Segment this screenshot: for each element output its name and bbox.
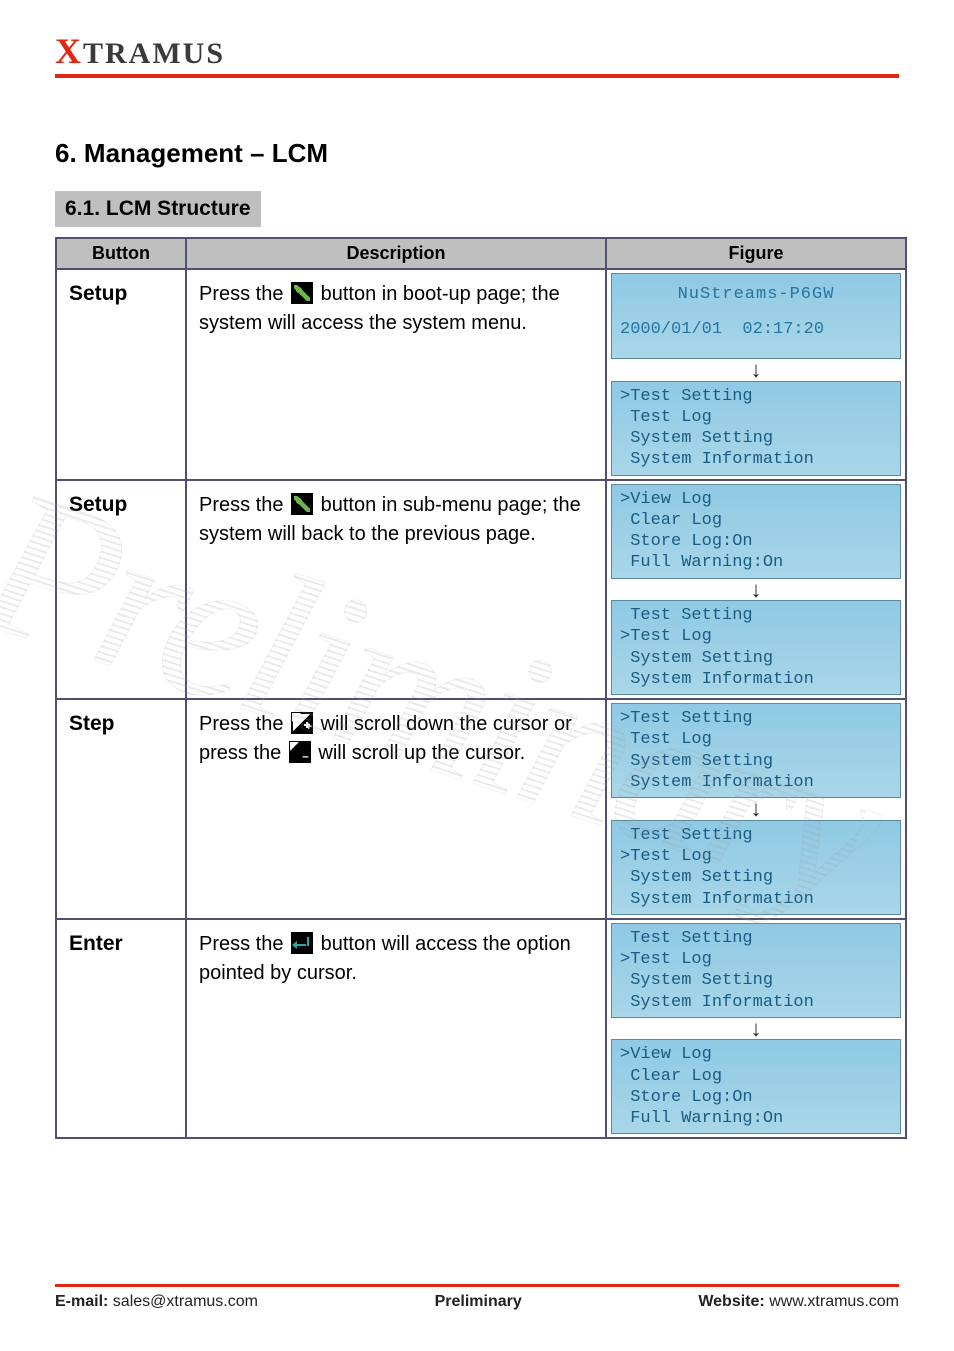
table-header-row: Button Description Figure [56, 238, 906, 269]
col-header-figure: Figure [606, 238, 906, 269]
section-title: 6. Management – LCM [55, 138, 899, 169]
down-arrow-icon: ↓ [751, 581, 762, 599]
down-arrow-icon: ↓ [751, 361, 762, 379]
desc-text: Press the [199, 283, 289, 305]
lcd-screen: Test Setting >Test Log System Setting Sy… [611, 600, 901, 695]
logo-rest: TRAMUS [83, 37, 225, 70]
wrench-icon [291, 493, 313, 515]
minus-icon [289, 741, 311, 763]
lcm-table: Button Description Figure SetupPress the… [55, 237, 907, 1139]
page: XTRAMUS 6. Management – LCM 6.1. LCM Str… [0, 0, 954, 1169]
col-header-description: Description [186, 238, 606, 269]
lcd-screen: >View Log Clear Log Store Log:On Full Wa… [611, 484, 901, 579]
lcd-screen: >View Log Clear Log Store Log:On Full Wa… [611, 1039, 901, 1134]
footer-left-label: E-mail: [55, 1293, 108, 1310]
desc-text: Press the [199, 494, 289, 516]
button-name-cell: Enter [56, 919, 186, 1139]
button-name-cell: Step [56, 699, 186, 919]
lcd-screen: >Test Setting Test Log System Setting Sy… [611, 703, 901, 798]
lcd-screen: NuStreams-P6GW2000/01/01 02:17:20 [611, 273, 901, 359]
button-name-cell: Setup [56, 480, 186, 700]
figure-cell: NuStreams-P6GW2000/01/01 02:17:20 ↓ >Test … [606, 269, 906, 480]
table-row: StepPress the will scroll down the curso… [56, 699, 906, 919]
wrench-icon [291, 282, 313, 304]
description-cell: Press the button will access the option … [186, 919, 606, 1139]
figure-cell: >Test Setting Test Log System Setting Sy… [606, 699, 906, 919]
footer-right-value: www.xtramus.com [769, 1293, 899, 1310]
button-name-cell: Setup [56, 269, 186, 480]
footer-row: E-mail: sales@xtramus.com Preliminary We… [55, 1287, 899, 1311]
desc-text: will scroll up the cursor. [313, 742, 525, 764]
footer-center-label: Preliminary [435, 1293, 522, 1310]
logo-x: X [55, 31, 83, 71]
lcd-title: NuStreams-P6GW [620, 278, 892, 319]
brand-logo: XTRAMUS [55, 30, 899, 72]
subsection-title: 6.1. LCM Structure [55, 191, 261, 227]
figure-cell: Test Setting >Test Log System Setting Sy… [606, 919, 906, 1139]
enter-icon [291, 932, 313, 954]
down-arrow-icon: ↓ [751, 800, 762, 818]
figure-stack: >View Log Clear Log Store Log:On Full Wa… [607, 481, 905, 699]
table-row: SetupPress the button in sub-menu page; … [56, 480, 906, 700]
lcd-screen: Test Setting >Test Log System Setting Sy… [611, 923, 901, 1018]
lcd-screen: Test Setting >Test Log System Setting Sy… [611, 820, 901, 915]
footer-right-label: Website: [698, 1293, 764, 1310]
table-row: EnterPress the button will access the op… [56, 919, 906, 1139]
footer-left: E-mail: sales@xtramus.com [55, 1293, 258, 1311]
lcd-screen: >Test Setting Test Log System Setting Sy… [611, 381, 901, 476]
desc-text: Press the [199, 713, 289, 735]
description-cell: Press the will scroll down the cursor or… [186, 699, 606, 919]
desc-text: Press the [199, 933, 289, 955]
lcd-date: 2000/01/01 02:17:20 [620, 319, 892, 340]
footer-left-value: sales@xtramus.com [113, 1293, 258, 1310]
description-cell: Press the button in boot-up page; the sy… [186, 269, 606, 480]
figure-stack: Test Setting >Test Log System Setting Sy… [607, 920, 905, 1138]
down-arrow-icon: ↓ [751, 1020, 762, 1038]
plus-icon [291, 712, 313, 734]
figure-stack: NuStreams-P6GW2000/01/01 02:17:20 ↓ >Test … [607, 270, 905, 479]
footer-center: Preliminary [435, 1293, 522, 1311]
page-footer: E-mail: sales@xtramus.com Preliminary We… [55, 1284, 899, 1311]
table-row: SetupPress the button in boot-up page; t… [56, 269, 906, 480]
col-header-button: Button [56, 238, 186, 269]
description-cell: Press the button in sub-menu page; the s… [186, 480, 606, 700]
header-divider [55, 74, 899, 78]
footer-right: Website: www.xtramus.com [698, 1293, 899, 1311]
figure-cell: >View Log Clear Log Store Log:On Full Wa… [606, 480, 906, 700]
figure-stack: >Test Setting Test Log System Setting Sy… [607, 700, 905, 918]
